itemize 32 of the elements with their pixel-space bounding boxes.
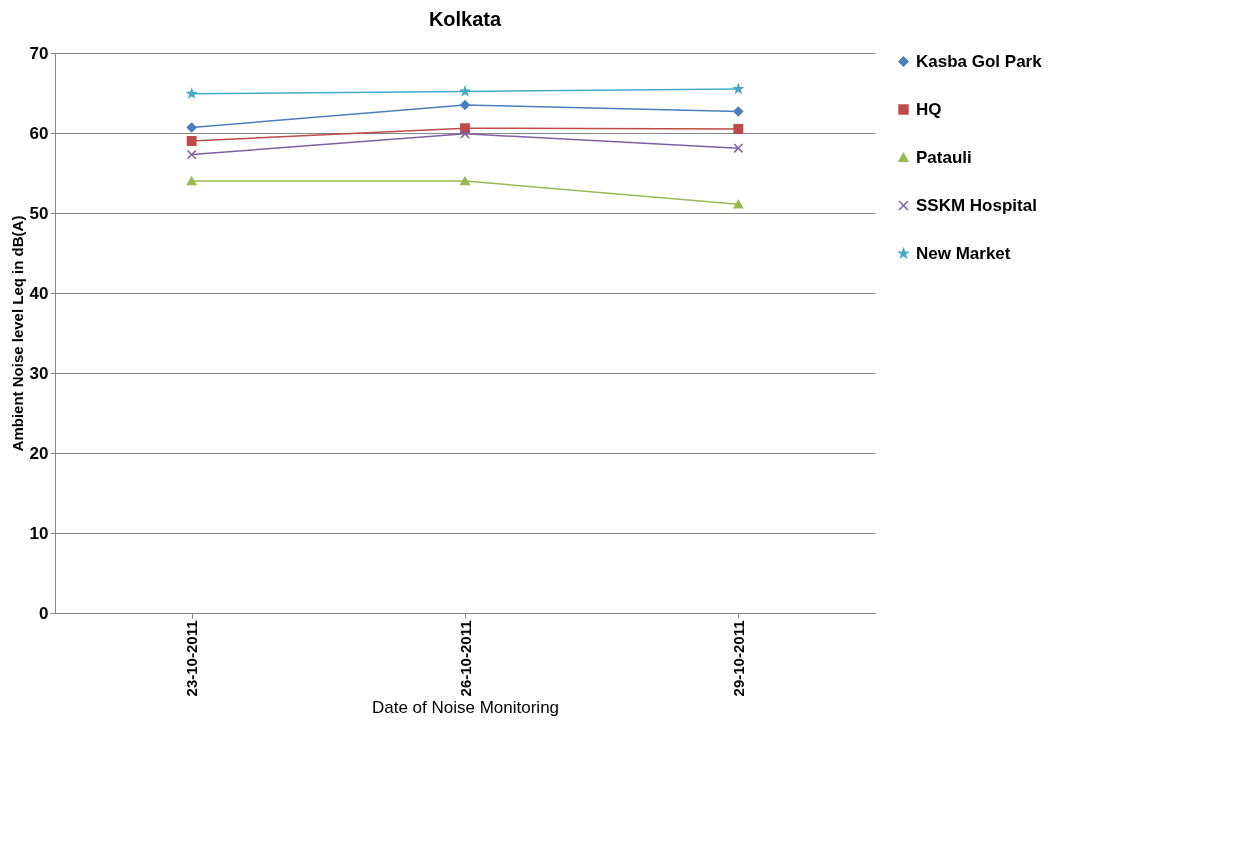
point xyxy=(733,143,744,154)
legend-label: SSKM Hospital xyxy=(916,195,1037,215)
point xyxy=(460,86,470,96)
x-tick-label: 29-10-2011 xyxy=(729,620,747,697)
y-tick-label: 20 xyxy=(29,443,49,463)
x-tick-label: 26-10-2011 xyxy=(456,620,474,697)
point xyxy=(186,176,197,186)
point xyxy=(733,124,744,134)
legend-label: Kasba Gol Park xyxy=(916,51,1043,71)
y-axis-title: Ambient Noise level Leq in dB(A) xyxy=(8,215,26,452)
y-tick-label: 50 xyxy=(29,203,49,223)
point xyxy=(186,149,197,160)
point xyxy=(460,176,470,186)
point xyxy=(460,128,470,139)
legend-label: HQ xyxy=(916,99,942,119)
y-tick-label: 30 xyxy=(29,363,49,383)
y-tick-label: 70 xyxy=(29,43,49,63)
y-tick-label: 60 xyxy=(29,123,49,143)
legend-label: Patauli xyxy=(916,147,972,167)
y-tick-label: 10 xyxy=(29,523,49,543)
point xyxy=(733,199,744,209)
point xyxy=(186,88,197,98)
point xyxy=(460,100,470,110)
point xyxy=(186,136,197,146)
x-axis-title: Date of Noise Monitoring xyxy=(371,698,560,718)
x-tick-label: 23-10-2011 xyxy=(183,620,201,697)
y-tick-label: 40 xyxy=(29,283,49,303)
y-tick-label: 0 xyxy=(39,603,49,623)
legend-label: New Market xyxy=(916,243,1011,263)
point xyxy=(733,106,744,117)
chart-title: Kolkata xyxy=(428,8,502,30)
point xyxy=(186,122,197,133)
